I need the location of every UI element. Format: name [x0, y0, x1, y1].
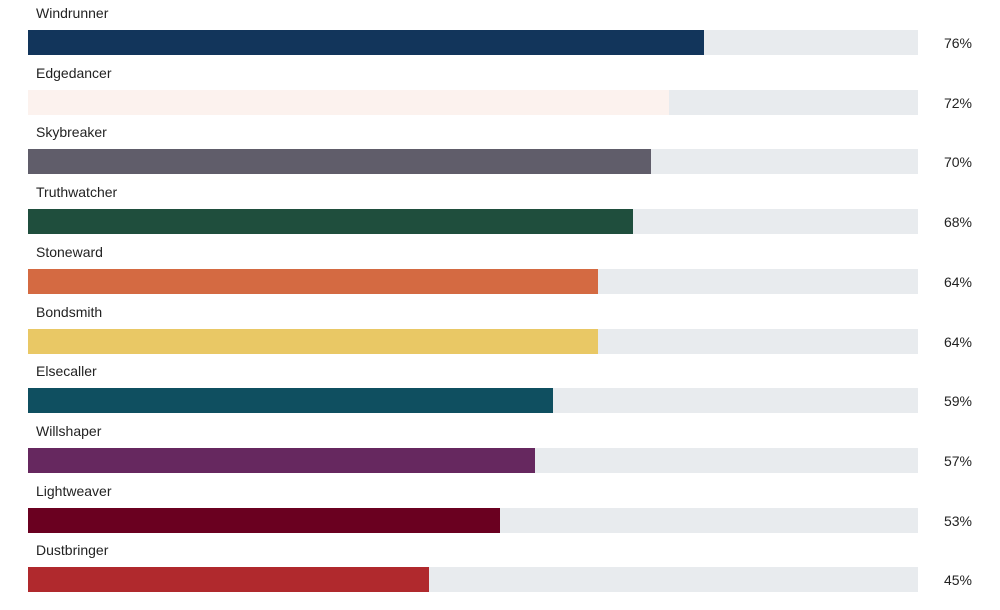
category-label: Windrunner — [36, 5, 109, 21]
category-label: Truthwatcher — [36, 184, 118, 201]
category-label: Stoneward — [36, 243, 103, 260]
bar-track — [28, 149, 918, 175]
bar — [28, 89, 669, 115]
bar — [28, 149, 651, 175]
value-label: 72% — [943, 94, 972, 111]
category-label: Lightweaver — [36, 482, 112, 499]
bar — [28, 507, 500, 533]
bar-track — [28, 388, 918, 414]
category-label: Dustbringer — [36, 542, 109, 559]
value-label: 70% — [943, 154, 972, 171]
bar-track — [28, 30, 918, 55]
bar-track — [28, 89, 918, 115]
value-label: 76% — [943, 35, 972, 51]
bar — [28, 30, 705, 55]
bar-track — [28, 209, 918, 235]
value-label: 64% — [943, 333, 972, 350]
bar — [28, 567, 429, 593]
value-label: 53% — [943, 512, 972, 529]
value-label: 68% — [943, 214, 972, 231]
bar-track — [28, 268, 918, 294]
category-label: Skybreaker — [36, 124, 107, 141]
bar — [28, 447, 536, 473]
value-label: 45% — [943, 572, 972, 589]
bar-track — [28, 567, 918, 593]
category-label: Edgedancer — [36, 64, 112, 81]
category-label: Willshaper — [36, 422, 102, 439]
value-label: 57% — [943, 452, 972, 469]
value-label: 59% — [943, 393, 972, 410]
bar — [28, 209, 634, 235]
bar — [28, 268, 598, 294]
value-label: 64% — [943, 273, 972, 290]
bar-track — [28, 447, 918, 473]
category-label: Bondsmith — [36, 303, 103, 320]
bar-track — [28, 328, 918, 354]
category-label: Elsecaller — [36, 363, 97, 380]
bar — [28, 328, 598, 354]
bar-track — [28, 507, 918, 533]
bar — [28, 388, 554, 414]
